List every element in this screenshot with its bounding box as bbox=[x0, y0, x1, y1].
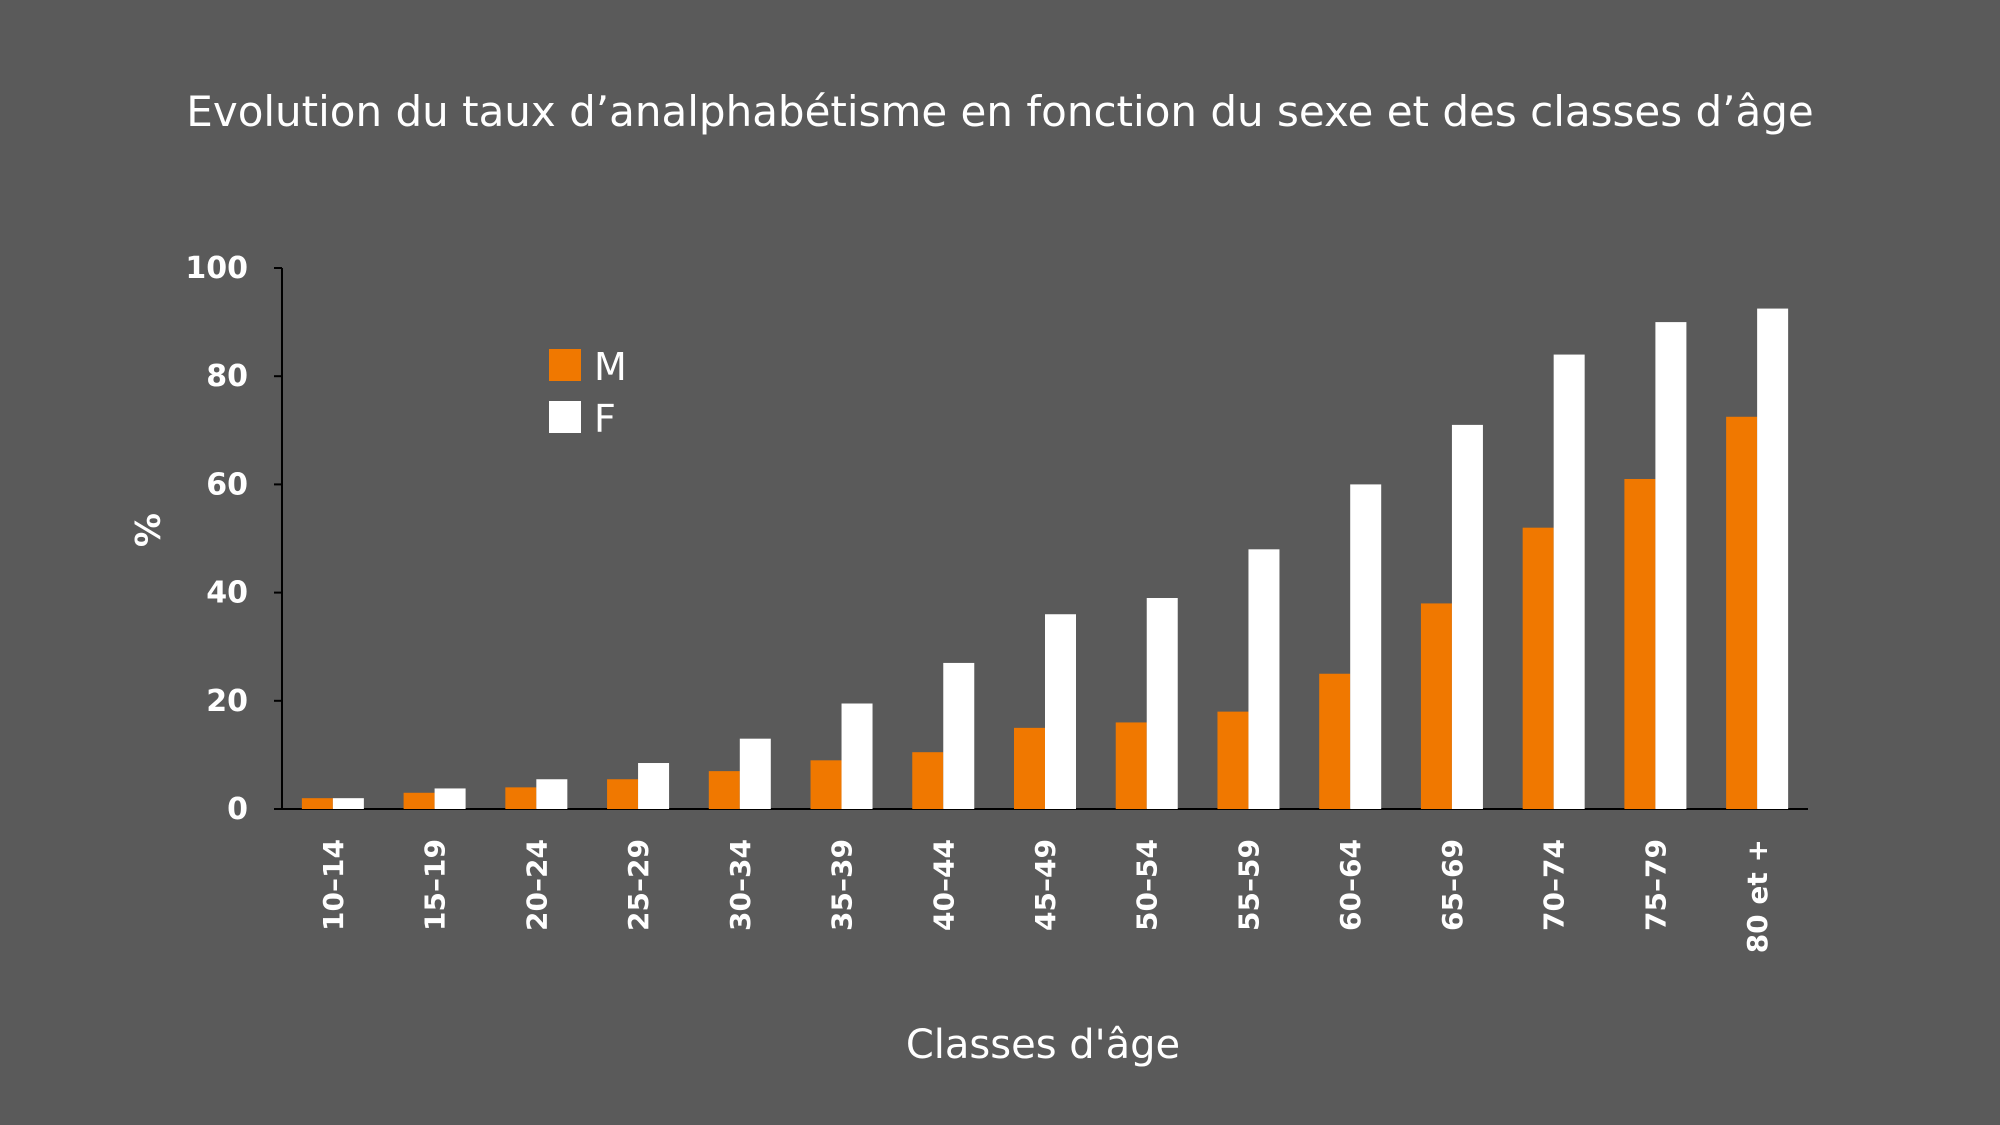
bar-f-4 bbox=[638, 763, 670, 809]
legend-label-m: M bbox=[594, 345, 627, 389]
y-axis: 0 20 40 60 80 100 bbox=[185, 251, 283, 827]
bar-m-15 bbox=[1726, 416, 1758, 809]
bars bbox=[301, 308, 1789, 809]
bar-m-8 bbox=[1014, 727, 1045, 809]
y-tick-label: 60 bbox=[206, 467, 248, 502]
bar-m-4 bbox=[607, 779, 639, 809]
x-tick-label: 75–79 bbox=[1639, 839, 1672, 931]
bar-f-12 bbox=[1451, 424, 1483, 809]
bar-f-6 bbox=[841, 703, 873, 809]
x-tick-label: 30–34 bbox=[724, 839, 757, 931]
bar-m-13 bbox=[1522, 527, 1554, 809]
x-tick-label: 60–64 bbox=[1334, 839, 1367, 931]
x-tick-label: 10–14 bbox=[317, 839, 350, 931]
x-tick-label: 20–24 bbox=[520, 839, 553, 931]
x-tick-label: 55–59 bbox=[1232, 839, 1265, 931]
bar-f-15 bbox=[1757, 308, 1789, 809]
bar-f-10 bbox=[1248, 549, 1280, 809]
bar-f-8 bbox=[1045, 614, 1076, 809]
x-tick-label: 45–49 bbox=[1029, 839, 1062, 931]
bar-f-2 bbox=[434, 788, 466, 809]
bar-m-12 bbox=[1420, 603, 1452, 809]
bar-m-5 bbox=[708, 771, 740, 809]
legend-label-f: F bbox=[594, 397, 616, 441]
x-tick-label: 65–69 bbox=[1436, 839, 1469, 931]
x-tick-label: 50–54 bbox=[1131, 839, 1164, 931]
bar-f-7 bbox=[943, 662, 975, 809]
x-tick-label: 80 et + bbox=[1741, 839, 1774, 953]
bar-f-5 bbox=[739, 738, 771, 809]
legend: M F bbox=[549, 345, 627, 441]
bar-m-11 bbox=[1319, 673, 1351, 809]
bar-m-3 bbox=[505, 787, 537, 809]
bar-m-6 bbox=[810, 760, 842, 809]
x-axis-label: Classes d'âge bbox=[906, 1022, 1180, 1068]
y-tick-label: 0 bbox=[227, 792, 248, 827]
bar-f-14 bbox=[1655, 322, 1687, 809]
x-tick-label: 25–29 bbox=[622, 839, 655, 931]
bar-f-1 bbox=[332, 798, 364, 809]
bar-m-10 bbox=[1217, 711, 1249, 809]
y-tick-label: 40 bbox=[206, 576, 248, 611]
bar-m-9 bbox=[1115, 722, 1147, 809]
bar-f-13 bbox=[1553, 354, 1585, 809]
x-tick-label: 40–44 bbox=[927, 839, 960, 931]
y-tick-label: 100 bbox=[185, 251, 248, 286]
y-axis-label: % bbox=[126, 513, 166, 547]
x-tick-labels: 10–14 15–19 20–24 25–29 30–34 35–39 40–44 45–49… bbox=[317, 839, 1774, 953]
y-tick-label: 80 bbox=[206, 359, 248, 394]
y-tick-label: 20 bbox=[206, 684, 248, 719]
bar-m-1 bbox=[301, 798, 333, 809]
legend-swatch-m bbox=[549, 349, 581, 381]
bar-m-2 bbox=[403, 792, 435, 809]
x-tick-label: 35–39 bbox=[826, 839, 859, 931]
bar-m-14 bbox=[1624, 478, 1656, 809]
bar-f-11 bbox=[1350, 484, 1382, 809]
chart-title: Evolution du taux d’analphabétisme en fo… bbox=[186, 87, 1813, 136]
x-tick-label: 15–19 bbox=[419, 839, 452, 931]
x-tick-label: 70–74 bbox=[1538, 839, 1571, 931]
bar-m-7 bbox=[912, 752, 944, 809]
bar-f-3 bbox=[536, 779, 568, 809]
bar-f-9 bbox=[1146, 598, 1178, 809]
legend-swatch-f bbox=[549, 401, 581, 433]
